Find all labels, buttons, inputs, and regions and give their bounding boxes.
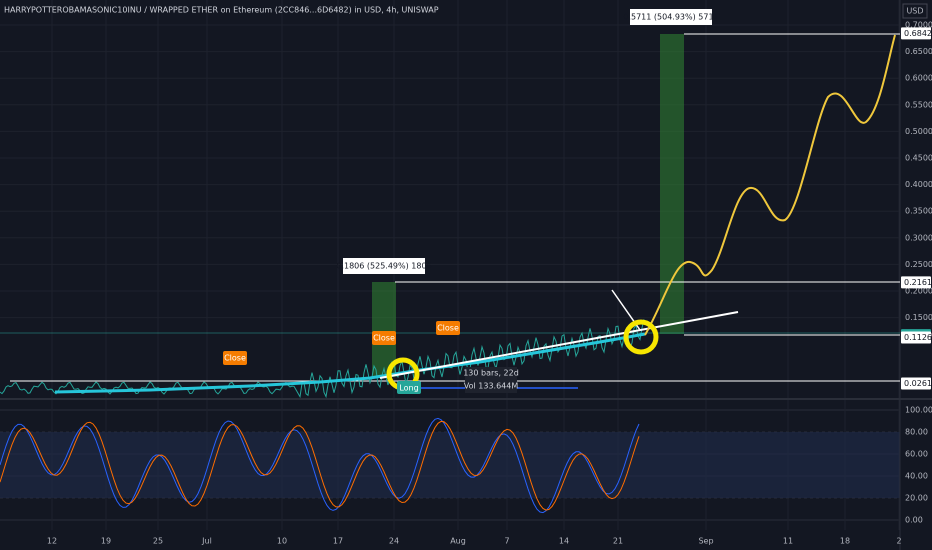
stoch-d: [0, 420, 640, 511]
price-tick: 0.6500: [905, 47, 932, 56]
stoch-k: [0, 417, 640, 514]
close-flag: [223, 351, 247, 365]
annotation: 0.5711 (504.93%) 5711: [623, 13, 718, 22]
close-label: Close: [437, 324, 459, 333]
price-marker: 0.1126: [904, 333, 932, 342]
long-flag: [397, 381, 421, 394]
volume-label: Vol 133.644M: [464, 382, 519, 391]
date-tick: Jul: [201, 537, 212, 546]
price-marker: 0.6842: [904, 29, 932, 38]
oscillator-tick: 0.00: [905, 516, 923, 525]
price-tick: 0.5000: [905, 127, 932, 136]
oscillator-tick: 80.00: [905, 428, 928, 437]
oscillator-band: [0, 432, 900, 498]
date-tick: 12: [47, 537, 57, 546]
price-tick: 0.6000: [905, 74, 932, 83]
moving-average: [54, 332, 646, 394]
close-flag: [372, 331, 396, 345]
date-tick: 11: [783, 537, 793, 546]
date-tick: 18: [840, 537, 850, 546]
annotation: 0.1806 (525.49%) 1806: [336, 262, 431, 271]
date-tick: 10: [277, 537, 287, 546]
close-flag: [436, 321, 460, 335]
price-marker: 0.0261: [904, 379, 932, 388]
close-label: Close: [224, 354, 246, 363]
price-tick: 0.4000: [905, 180, 932, 189]
price-tick: 0.5500: [905, 100, 932, 109]
close-label: Close: [373, 334, 395, 343]
price-tick: 0.7000: [905, 21, 932, 30]
price-tick: 0.3500: [905, 207, 932, 216]
price-tick: 0.2500: [905, 260, 932, 269]
price-marker-box: [901, 377, 931, 390]
bars-label: 130 bars, 22d: [463, 369, 519, 378]
price-tick: 0.4500: [905, 154, 932, 163]
profit-zone: [660, 34, 684, 334]
date-tick: 17: [333, 537, 343, 546]
currency: USD: [906, 7, 923, 16]
date-tick: 14: [559, 537, 569, 546]
date-tick: 2: [896, 537, 901, 546]
trend-line: [379, 311, 739, 379]
price-tick: 0.2000: [905, 287, 932, 296]
price-tick: 0.1500: [905, 313, 932, 322]
oscillator-tick: 40.00: [905, 472, 928, 481]
date-tick: 24: [389, 537, 399, 546]
date-tick: Aug: [450, 537, 466, 546]
annotation-box: [630, 9, 712, 25]
oscillator-tick: 100.00: [905, 406, 932, 415]
annotation-box: [343, 258, 425, 274]
date-tick: 19: [101, 537, 111, 546]
date-tick: 21: [613, 537, 623, 546]
projection-curve: [644, 34, 896, 336]
profit-zone: [372, 282, 396, 377]
oscillator-tick: 20.00: [905, 494, 928, 503]
price-marker: 0.2161: [904, 278, 932, 287]
chart-title: HARRYPOTTEROBAMASONIC10INU / WRAPPED ETH…: [4, 6, 439, 15]
axes: 0.7000 0.6500 0.6000 0.5500 0.5000 0.4500 0.40…: [47, 21, 932, 546]
date-tick: Sep: [698, 537, 713, 546]
highlight-circle: [623, 319, 659, 355]
price-tick: 0.3000: [905, 233, 932, 242]
measure-box: [465, 379, 517, 393]
price-marker-box: [901, 27, 931, 40]
long-label: Long: [399, 384, 418, 393]
measure-box: [465, 367, 517, 379]
currency-box: [902, 3, 928, 19]
oscillator-tick: 60.00: [905, 450, 928, 459]
date-tick: 25: [153, 537, 163, 546]
date-tick: 7: [504, 537, 509, 546]
price-marker-box: [901, 331, 931, 344]
price-marker-box: [901, 276, 931, 289]
